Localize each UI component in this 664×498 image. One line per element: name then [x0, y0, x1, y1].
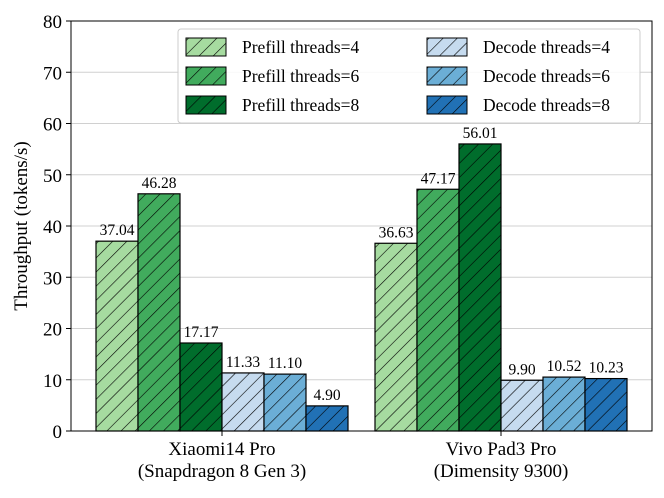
legend-swatch-hatch	[185, 37, 227, 57]
data-label: 11.10	[268, 355, 303, 372]
bar-hatch	[416, 188, 460, 432]
x-tick-label: (Snapdragon 8 Gen 3)	[138, 461, 306, 482]
bar-hatch	[500, 379, 544, 432]
y-tick-label: 80	[43, 12, 62, 33]
bar-hatch	[584, 377, 628, 432]
bars	[95, 143, 628, 432]
y-tick-label: 60	[43, 115, 62, 136]
y-tick-label: 20	[43, 320, 62, 341]
legend-label: Decode threads=8	[483, 95, 610, 115]
legend-label: Prefill threads=6	[242, 66, 360, 86]
legend-label: Decode threads=6	[483, 66, 610, 86]
data-label: 37.04	[100, 222, 135, 239]
bar-hatch	[305, 405, 349, 432]
bar-hatch	[458, 143, 502, 432]
legend-swatch-hatch	[185, 95, 227, 115]
x-tick-label: Vivo Pad3 Pro	[446, 439, 557, 460]
legend-swatch-hatch	[426, 37, 468, 57]
data-label: 9.90	[508, 361, 535, 378]
data-label: 11.33	[226, 354, 261, 371]
bar-hatch	[95, 240, 139, 432]
y-tick-label: 0	[53, 422, 63, 443]
bar-hatch	[221, 372, 265, 432]
y-tick-label: 30	[43, 268, 62, 289]
bar-hatch	[263, 373, 307, 432]
legend-swatch-hatch	[426, 66, 468, 86]
plot-frame	[70, 20, 653, 432]
data-label: 4.90	[313, 387, 340, 404]
legend-label: Decode threads=4	[483, 37, 610, 57]
data-label: 10.23	[589, 360, 624, 377]
x-tick-label: Xiaomi14 Pro	[168, 439, 275, 460]
data-label: 56.01	[463, 125, 498, 142]
axes: 0 10 20 30 40 50 60 70 80 Xiaomi14 Pro(Snapdragon…	[43, 12, 653, 482]
data-label: 46.28	[142, 175, 177, 192]
x-tick-label: (Dimensity 9300)	[434, 461, 569, 482]
legend: Prefill threads=4 Prefill threads=6 Prefil…	[177, 28, 641, 124]
data-label: 36.63	[379, 224, 414, 241]
y-axis-label: Throughput (tokens/s)	[11, 141, 32, 310]
data-label: 17.17	[184, 324, 219, 341]
legend-box	[177, 28, 641, 124]
bar-hatch	[179, 342, 223, 432]
legend-label: Prefill threads=4	[242, 37, 360, 57]
data-label: 47.17	[421, 170, 456, 187]
y-tick-label: 10	[43, 371, 62, 392]
legend-label: Prefill threads=8	[242, 95, 360, 115]
bar-hatch	[542, 376, 586, 432]
legend-swatch-hatch	[185, 66, 227, 86]
data-label: 10.52	[547, 358, 582, 375]
y-tick-label: 40	[43, 217, 62, 238]
y-tick-label: 50	[43, 166, 62, 187]
bar-hatch	[374, 242, 418, 432]
data-labels: 37.04 46.28 17.17 11.33 11.10 4.90 36.63 47.17 5…	[100, 125, 624, 404]
legend-swatch-hatch	[426, 95, 468, 115]
bar-hatch	[137, 193, 181, 432]
y-tick-label: 70	[43, 63, 62, 84]
